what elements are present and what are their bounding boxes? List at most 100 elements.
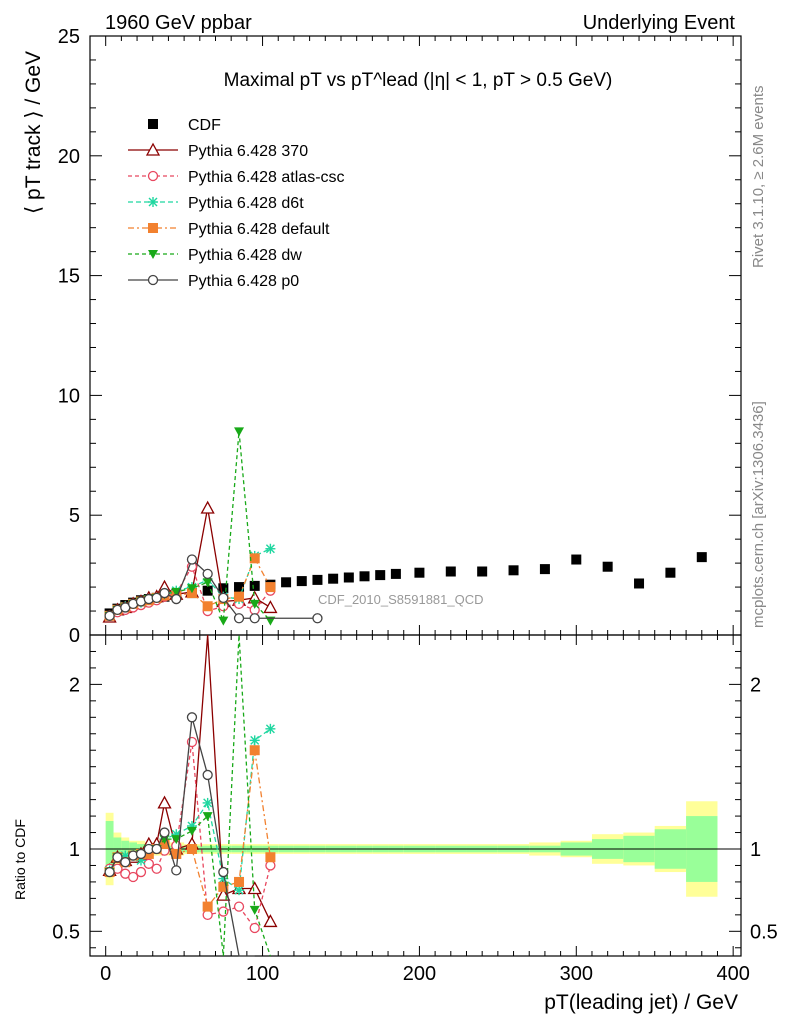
ratio-point-pythia-6-428-p0	[135, 848, 147, 860]
point-cdf	[343, 572, 354, 583]
legend-marker-pythia-6-428-370	[145, 142, 161, 156]
ratio-line-pythia-6-428-d6t	[109, 728, 271, 892]
point-cdf	[602, 561, 613, 572]
ratio-point-pythia-6-428-370	[157, 795, 172, 809]
ratio-tick-label: 2	[69, 674, 80, 696]
ratio-point-pythia-6-428-default	[202, 901, 213, 912]
point-cdf	[634, 578, 645, 589]
ratio-tick-label: 0.5	[52, 921, 80, 943]
ratio-point-pythia-6-428-default	[171, 848, 182, 859]
ratio-point-pythia-6-428-d6t	[249, 735, 260, 746]
ratio-point-pythia-6-428-atlas-csc	[218, 906, 229, 917]
ratio-point-pythia-6-428-atlas-csc	[135, 866, 147, 878]
x-axis-label: pT(leading jet) / GeV	[544, 991, 738, 1014]
ratio-frame	[89, 634, 742, 957]
ratio-tick-label-right: 1	[750, 839, 761, 861]
point-cdf	[218, 583, 229, 594]
ratio-point-pythia-6-428-dw	[202, 812, 213, 822]
ratio-point-pythia-6-428-atlas-csc	[127, 871, 139, 883]
legend-label-pythia-6-428-default: Pythia 6.428 default	[188, 221, 330, 238]
legend-marker-pythia-6-428-d6t	[148, 197, 158, 207]
ratio-point-pythia-6-428-p0	[218, 866, 229, 878]
point-pythia-6-428-p0	[249, 613, 260, 624]
point-cdf	[390, 568, 401, 579]
ratio-point-pythia-6-428-370	[263, 914, 278, 928]
point-pythia-6-428-default	[249, 553, 260, 564]
point-pythia-6-428-default	[234, 591, 245, 602]
point-pythia-6-428-370	[200, 500, 215, 514]
point-pythia-6-428-p0	[186, 554, 198, 565]
point-cdf	[202, 585, 213, 596]
ratio-tick-label-right: 0.5	[750, 921, 778, 943]
point-pythia-6-428-dw	[218, 616, 229, 626]
ratio-point-pythia-6-428-p0	[104, 866, 115, 878]
x-tick-label: 300	[560, 963, 593, 985]
ratio-point-pythia-6-428-atlas-csc	[233, 901, 245, 912]
point-cdf	[508, 565, 519, 576]
point-cdf	[281, 577, 292, 588]
legend-label-cdf: CDF	[188, 117, 221, 134]
point-pythia-6-428-default	[265, 582, 276, 593]
ratio-ylabel: Ratio to CDF	[12, 819, 28, 900]
point-pythia-6-428-dw	[171, 587, 182, 597]
labels: CDF Pythia 6.428 370 Pythia 6.428 atlas-cs…	[128, 117, 345, 290]
point-pythia-6-428-370	[263, 600, 278, 614]
legend-label-pythia-6-428-atlas-csc: Pythia 6.428 atlas-csc	[188, 169, 345, 186]
ratio-point-pythia-6-428-default	[249, 745, 260, 756]
star-stroke	[250, 735, 260, 745]
legend-label-pythia-6-428-dw: Pythia 6.428 dw	[188, 247, 302, 264]
point-cdf	[571, 554, 582, 565]
point-cdf	[414, 567, 425, 578]
point-pythia-6-428-dw	[186, 584, 197, 594]
x-tick-label: 100	[246, 963, 279, 985]
ratio-point-pythia-6-428-default	[234, 876, 245, 887]
axes: 0 100 200 300 400 0 5 10 15 20 25 0.5 0.5 1 1 2 2	[52, 26, 778, 985]
chart-title: Maximal pT vs pT^lead (|η| < 1, pT > 0.5…	[224, 70, 613, 91]
legend-label-pythia-6-428-p0: Pythia 6.428 p0	[188, 273, 299, 290]
star-stroke	[265, 724, 275, 734]
y-tick-label: 10	[58, 385, 80, 407]
point-cdf	[296, 576, 307, 587]
point-cdf	[359, 571, 370, 582]
header-left: 1960 GeV ppbar	[105, 12, 252, 34]
point-cdf	[328, 573, 339, 584]
ratio-point-pythia-6-428-dw	[171, 835, 182, 845]
rivet-label: Rivet 3.1.10, ≥ 2.6M events	[750, 86, 767, 269]
ratio-point-pythia-6-428-atlas-csc	[202, 909, 213, 920]
header-right: Underlying Event	[583, 12, 736, 34]
ratio-point-pythia-6-428-dw	[249, 905, 260, 915]
ratio-point-pythia-6-428-d6t	[202, 797, 213, 808]
ratio-point-pythia-6-428-default	[218, 881, 229, 892]
y-tick-label: 5	[69, 505, 80, 527]
ratio-point-pythia-6-428-p0	[171, 865, 182, 876]
legend-label-pythia-6-428-d6t: Pythia 6.428 d6t	[188, 195, 304, 212]
ratio-point-pythia-6-428-370	[247, 881, 262, 895]
point-cdf	[249, 580, 260, 591]
star-stroke	[265, 544, 275, 554]
point-pythia-6-428-dw	[234, 427, 245, 437]
analysis-tag: CDF_2010_S8591881_QCD	[318, 592, 484, 607]
y-tick-label: 15	[58, 266, 80, 288]
legend-marker-pythia-6-428-dw	[148, 250, 158, 259]
point-pythia-6-428-p0	[233, 613, 245, 624]
ratio-point-pythia-6-428-atlas-csc	[265, 860, 276, 871]
x-tick-label: 200	[403, 963, 436, 985]
y-tick-label: 0	[69, 625, 80, 647]
ratio-point-pythia-6-428-p0	[159, 827, 170, 838]
ratio-point-pythia-6-428-default	[186, 844, 197, 854]
point-cdf	[665, 567, 676, 578]
point-pythia-6-428-default	[202, 601, 213, 612]
legend-marker-pythia-6-428-p0	[147, 274, 159, 286]
point-cdf	[445, 566, 456, 577]
ratio-point-pythia-6-428-p0	[120, 857, 131, 868]
mcplots-label: mcplots.cern.ch [arXiv:1306.3436]	[750, 401, 767, 628]
ratio-point-pythia-6-428-p0	[151, 843, 162, 855]
ratio-point-pythia-6-428-d6t	[265, 723, 276, 734]
star-stroke	[203, 798, 213, 808]
ratio-line-pythia-6-428-atlas-csc	[109, 741, 272, 930]
point-pythia-6-428-dw	[249, 599, 260, 609]
y-tick-label: 25	[58, 26, 80, 48]
ratio-tick-label: 1	[69, 839, 80, 861]
point-cdf	[234, 582, 245, 593]
legend-marker-pythia-6-428-atlas-csc	[147, 170, 159, 182]
